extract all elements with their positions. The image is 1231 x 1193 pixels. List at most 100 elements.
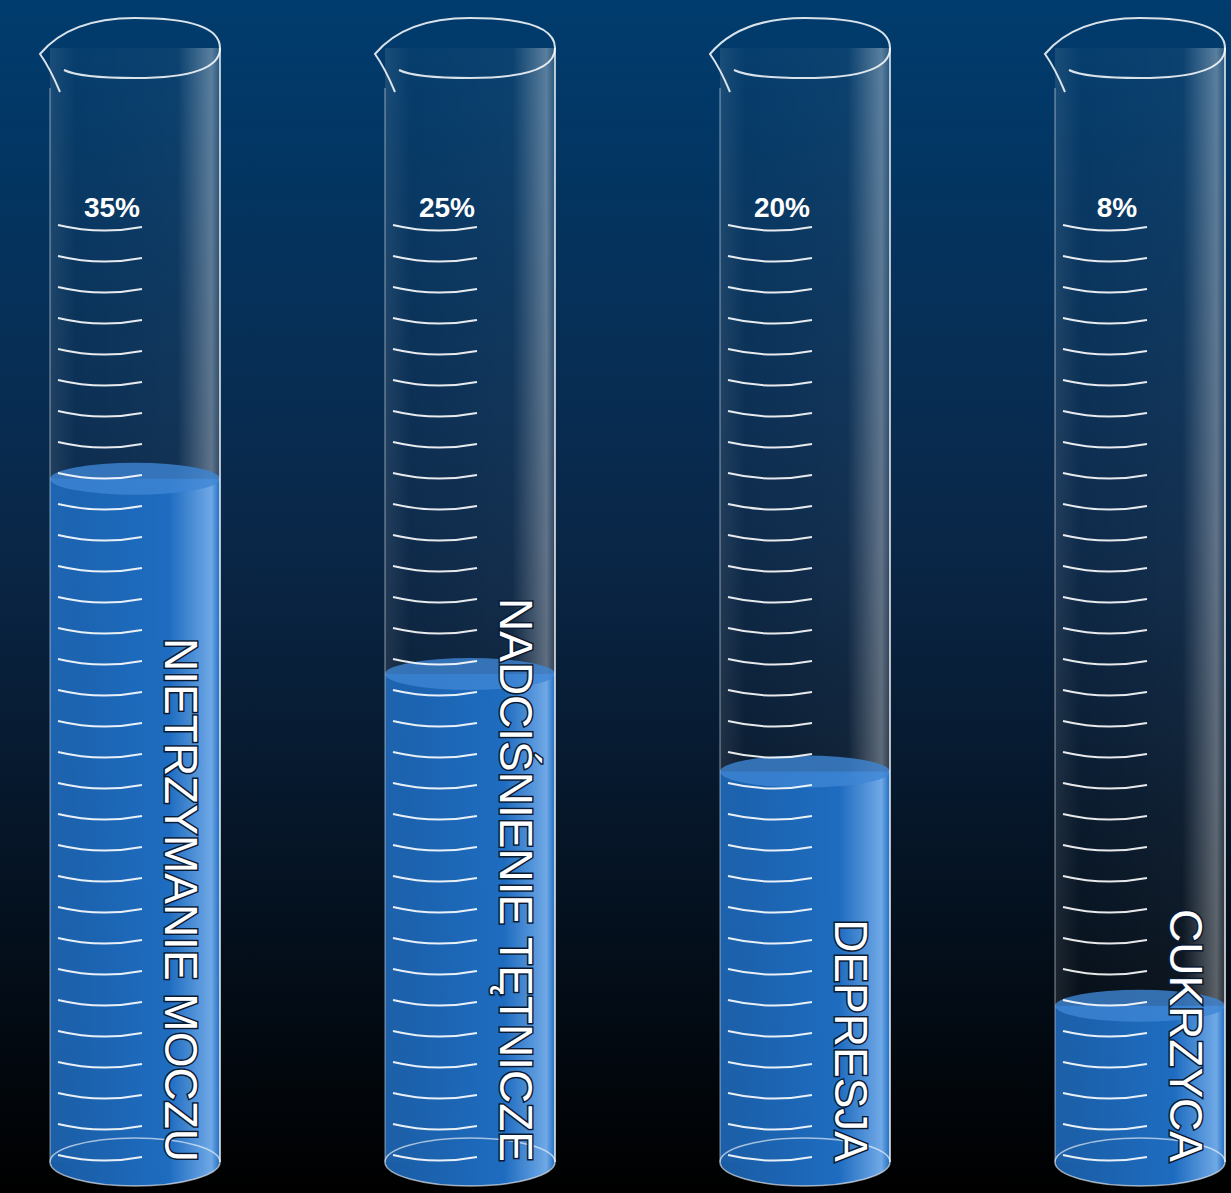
cylinder-side	[1224, 48, 1226, 1162]
graduation	[393, 473, 477, 479]
graduation	[58, 1155, 142, 1161]
graduation	[728, 597, 812, 603]
graduation	[393, 349, 477, 355]
graduation	[1063, 1093, 1147, 1099]
graduation	[393, 845, 477, 851]
graduation	[58, 504, 142, 510]
graduation	[393, 969, 477, 975]
graduation	[728, 938, 812, 944]
graduation	[728, 628, 812, 634]
graduation	[728, 1155, 812, 1161]
graduation	[393, 628, 477, 634]
graduation	[393, 721, 477, 727]
graduation	[1063, 1062, 1147, 1068]
cylinder-rim	[40, 18, 220, 92]
graduation	[393, 287, 477, 293]
graduation	[728, 1093, 812, 1099]
graduation	[393, 938, 477, 944]
category-label: NIETRZYMANIE MOCZU	[155, 638, 207, 1162]
category-label: CUKRZYCA	[1160, 909, 1212, 1162]
graduation	[1063, 442, 1147, 448]
graduation	[58, 287, 142, 293]
graduation	[58, 473, 142, 479]
cylinder-side	[384, 88, 386, 1162]
graduation	[58, 752, 142, 758]
graduation	[393, 1124, 477, 1130]
cylinder-glass	[1055, 48, 1225, 1162]
graduation	[393, 1062, 477, 1068]
graduation	[1063, 1000, 1147, 1006]
cylinder	[1045, 18, 1225, 1186]
graduation	[393, 1155, 477, 1161]
graduation	[728, 1000, 812, 1006]
graduation	[728, 876, 812, 882]
graduation	[393, 814, 477, 820]
graduation	[1063, 504, 1147, 510]
cylinder-side	[719, 88, 721, 1162]
cylinder-side	[219, 48, 221, 1162]
chart-root: 35%NIETRZYMANIE MOCZU25%NADCIŚNIENIE TĘT…	[0, 0, 1231, 1193]
graduation	[728, 225, 812, 231]
graduation	[393, 380, 477, 386]
graduation	[58, 1031, 142, 1037]
graduation	[58, 597, 142, 603]
cylinder-rim	[375, 18, 555, 92]
graduation	[393, 225, 477, 231]
graduation	[728, 566, 812, 572]
graduation	[393, 411, 477, 417]
graduation	[728, 1062, 812, 1068]
cylinder-rim	[710, 18, 890, 92]
graduation	[393, 256, 477, 262]
graduation	[728, 349, 812, 355]
graduation	[393, 907, 477, 913]
graduation	[728, 752, 812, 758]
graduation	[1063, 814, 1147, 820]
background	[0, 0, 1231, 1193]
graduation	[1063, 225, 1147, 231]
graduation	[1063, 1155, 1147, 1161]
graduation	[393, 535, 477, 541]
cylinder	[710, 18, 890, 1186]
graduation	[1063, 380, 1147, 386]
graduation	[728, 814, 812, 820]
graduation	[728, 287, 812, 293]
graduation	[393, 752, 477, 758]
graduation	[728, 504, 812, 510]
graduation	[393, 566, 477, 572]
graduation	[728, 969, 812, 975]
graduation	[58, 535, 142, 541]
graduation	[58, 380, 142, 386]
graduation	[728, 256, 812, 262]
graduation	[728, 1031, 812, 1037]
graduation	[1063, 256, 1147, 262]
graduation	[1063, 349, 1147, 355]
graduation	[393, 1093, 477, 1099]
cylinder-rim	[1045, 18, 1225, 92]
graduation	[728, 442, 812, 448]
data-label: 25%	[419, 192, 475, 223]
graduation	[58, 1000, 142, 1006]
data-label: 8%	[1097, 192, 1138, 223]
graduation	[1063, 938, 1147, 944]
cylinder-side	[889, 48, 891, 1162]
liquid-group	[50, 463, 220, 1186]
graduation	[58, 969, 142, 975]
graduation	[1063, 783, 1147, 789]
graduation	[58, 318, 142, 324]
graduation	[393, 442, 477, 448]
graduation	[58, 845, 142, 851]
graduation	[728, 535, 812, 541]
graduation	[58, 1062, 142, 1068]
category-label: NADCIŚNIENIE TĘTNICZE	[490, 598, 542, 1162]
graduation	[1063, 721, 1147, 727]
graduation	[1063, 597, 1147, 603]
graduation	[393, 318, 477, 324]
graduation	[728, 845, 812, 851]
graduation	[1063, 907, 1147, 913]
graduation	[1063, 969, 1147, 975]
graduation	[58, 349, 142, 355]
graduation	[58, 1124, 142, 1130]
graduation	[1063, 287, 1147, 293]
graduation	[728, 318, 812, 324]
graduation	[58, 566, 142, 572]
